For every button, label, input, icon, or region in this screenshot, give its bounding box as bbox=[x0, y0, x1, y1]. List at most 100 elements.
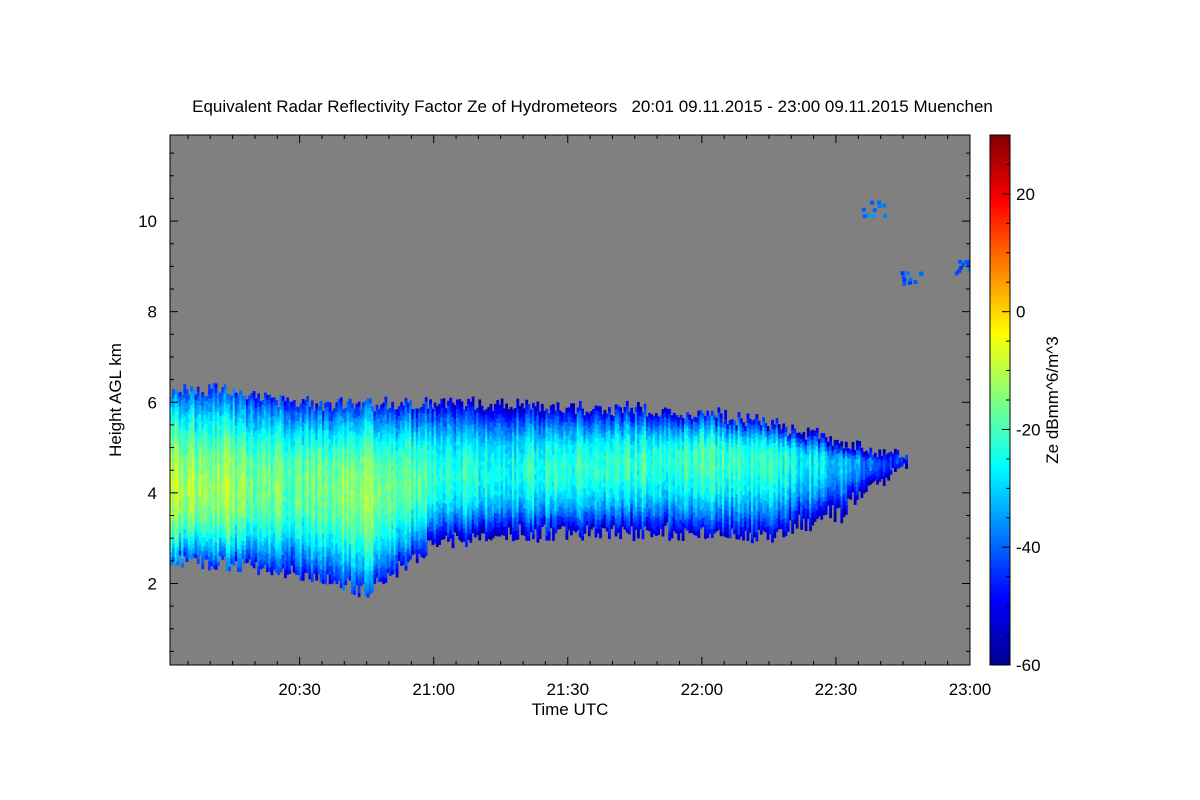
echo-cell bbox=[306, 527, 310, 533]
echo-cell bbox=[324, 552, 327, 558]
echo-cell bbox=[471, 478, 475, 484]
echo-cell bbox=[456, 444, 459, 450]
echo-cell bbox=[326, 483, 330, 489]
echo-cell bbox=[337, 412, 341, 418]
echo-cell bbox=[404, 515, 408, 521]
echo-cell bbox=[467, 417, 470, 423]
echo-cell bbox=[174, 534, 178, 540]
echo-cell bbox=[288, 442, 292, 448]
echo-cell bbox=[230, 486, 234, 492]
echo-cell bbox=[230, 522, 234, 528]
echo-cell bbox=[344, 457, 348, 463]
echo-cell bbox=[212, 491, 216, 497]
echo-cell bbox=[346, 555, 350, 561]
echo-cell bbox=[214, 519, 218, 525]
echo-cell bbox=[362, 506, 365, 512]
echo-cell bbox=[366, 402, 370, 408]
echo-cell bbox=[237, 557, 240, 563]
echo-cell bbox=[234, 524, 238, 530]
echo-cell bbox=[190, 540, 193, 546]
echo-cell bbox=[201, 523, 205, 529]
echo-cell bbox=[297, 420, 301, 426]
echo-cell bbox=[295, 447, 298, 453]
echo-cell bbox=[397, 492, 401, 498]
echo-cell bbox=[359, 562, 363, 568]
echo-cell bbox=[389, 462, 392, 468]
echo-cell bbox=[395, 572, 399, 578]
echo-cell bbox=[357, 469, 361, 475]
echo-cell bbox=[373, 488, 377, 494]
echo-cell bbox=[286, 569, 289, 575]
echo-cell bbox=[346, 528, 350, 534]
echo-cell bbox=[263, 397, 267, 403]
echo-cell bbox=[355, 530, 359, 536]
echo-cell bbox=[192, 439, 196, 445]
echo-cell bbox=[304, 554, 307, 560]
echo-cell bbox=[368, 480, 372, 486]
echo-cell bbox=[187, 458, 191, 464]
echo-cell bbox=[241, 504, 245, 510]
echo-cell bbox=[239, 394, 243, 400]
echo-cell bbox=[270, 407, 274, 413]
echo-cell bbox=[351, 421, 354, 427]
echo-cell bbox=[348, 548, 352, 554]
echo-cell bbox=[400, 483, 403, 489]
echo-cell bbox=[223, 497, 227, 503]
echo-cell bbox=[373, 411, 377, 417]
echo-cell bbox=[241, 545, 245, 551]
echo-cell bbox=[199, 522, 202, 528]
echo-cell bbox=[344, 557, 348, 563]
echo-cell bbox=[214, 419, 218, 425]
echo-cell bbox=[447, 409, 450, 415]
echo-cell bbox=[277, 465, 281, 471]
echo-cell bbox=[241, 458, 245, 464]
echo-cell bbox=[308, 538, 312, 544]
echo-cell bbox=[308, 519, 312, 525]
echo-cell bbox=[400, 488, 403, 494]
echo-cell bbox=[225, 525, 229, 531]
echo-cell bbox=[444, 458, 448, 464]
echo-cell bbox=[304, 558, 307, 564]
echo-cell bbox=[397, 451, 401, 457]
echo-cell bbox=[205, 445, 209, 451]
echo-cell bbox=[357, 524, 361, 530]
echo-cell bbox=[339, 487, 343, 493]
echo-cell bbox=[243, 463, 247, 469]
echo-cell bbox=[317, 550, 321, 556]
echo-cell bbox=[442, 498, 446, 504]
echo-cell bbox=[420, 520, 424, 526]
echo-cell bbox=[313, 537, 316, 543]
echo-cell bbox=[393, 463, 397, 469]
echo-cell bbox=[210, 529, 213, 535]
echo-cell bbox=[415, 558, 419, 564]
echo-cell bbox=[201, 518, 205, 524]
echo-cell bbox=[183, 478, 187, 484]
echo-cell bbox=[373, 456, 377, 462]
echo-cell bbox=[442, 398, 446, 404]
echo-cell bbox=[252, 508, 256, 514]
echo-cell bbox=[364, 527, 368, 533]
echo-cell bbox=[208, 483, 211, 489]
echo-cell bbox=[228, 484, 231, 490]
echo-cell bbox=[451, 506, 455, 512]
echo-cell bbox=[442, 448, 446, 454]
echo-cell bbox=[196, 522, 200, 528]
echo-cell bbox=[281, 491, 285, 497]
echo-cell bbox=[185, 516, 189, 522]
echo-cell bbox=[259, 482, 263, 488]
echo-cell bbox=[328, 502, 332, 508]
echo-cell bbox=[375, 468, 379, 474]
echo-cell bbox=[333, 485, 336, 491]
echo-cell bbox=[246, 490, 249, 496]
echo-cell bbox=[413, 458, 417, 464]
echo-cell bbox=[187, 467, 191, 473]
echo-cell bbox=[185, 421, 189, 427]
echo-cell bbox=[234, 551, 238, 557]
echo-cell bbox=[313, 541, 316, 547]
echo-cell bbox=[337, 503, 341, 509]
echo-cell bbox=[174, 489, 178, 495]
echo-cell bbox=[219, 446, 222, 452]
echo-cell bbox=[469, 410, 473, 416]
echo-cell bbox=[451, 538, 455, 544]
echo-cell bbox=[333, 553, 336, 559]
